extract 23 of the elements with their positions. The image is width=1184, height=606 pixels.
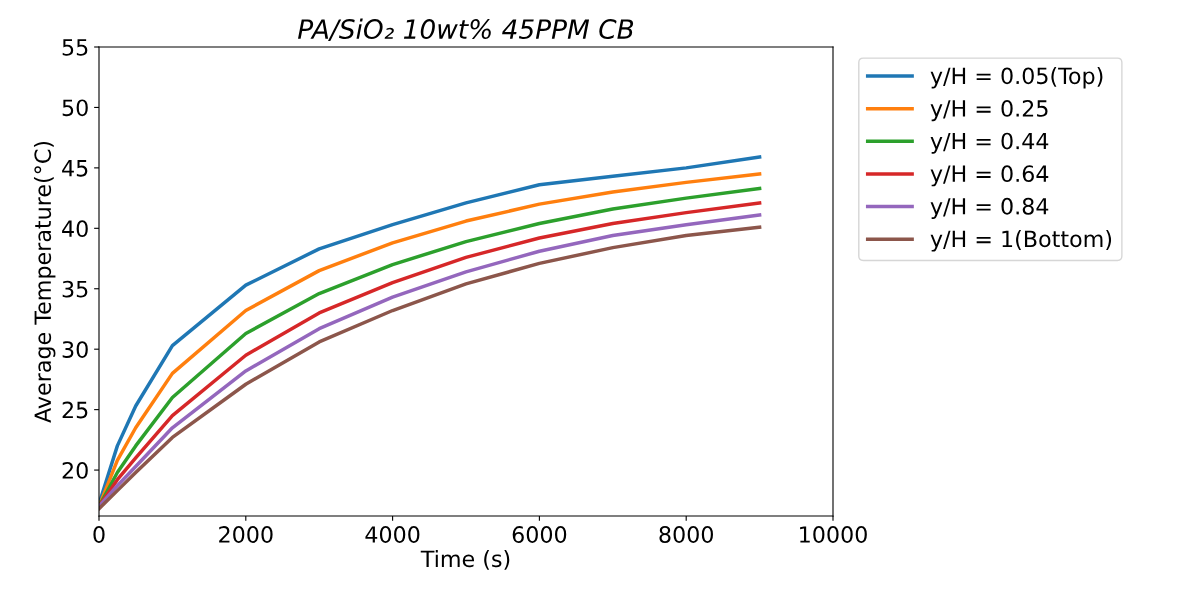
- legend-label: y/H = 1(Bottom): [930, 230, 1112, 252]
- y-tick-label: 35: [62, 280, 88, 298]
- x-tick-label: 8000: [659, 526, 713, 543]
- x-tick-label: 10000: [800, 526, 867, 543]
- legend-label: y/H = 0.84: [930, 197, 1049, 219]
- x-tick-label: 2000: [219, 526, 273, 543]
- y-tick-label: 20: [62, 462, 88, 479]
- y-tick-label: 45: [62, 160, 88, 177]
- x-tick-label: 6000: [512, 526, 567, 543]
- y-tick-label: 40: [62, 220, 88, 238]
- y-tick-label: 30: [62, 341, 88, 358]
- legend-label: y/H = 0.64: [930, 165, 1049, 187]
- x-tick-label: 4000: [365, 526, 420, 543]
- chart-title: PA/SiO₂ 10wt% 45PPM CB: [298, 18, 634, 42]
- x-tick-label: 0: [93, 526, 105, 543]
- y-tick-label: 50: [62, 99, 88, 117]
- x-axis-title: Time (s): [420, 550, 510, 570]
- legend-label: y/H = 0.05(Top): [930, 67, 1103, 89]
- y-axis-title: Average Temperature(°C): [33, 141, 56, 423]
- y-tick-label: 55: [62, 39, 88, 56]
- legend-label: y/H = 0.25: [930, 100, 1048, 122]
- y-tick-label: 25: [62, 401, 88, 419]
- legend-label: y/H = 0.44: [930, 132, 1049, 154]
